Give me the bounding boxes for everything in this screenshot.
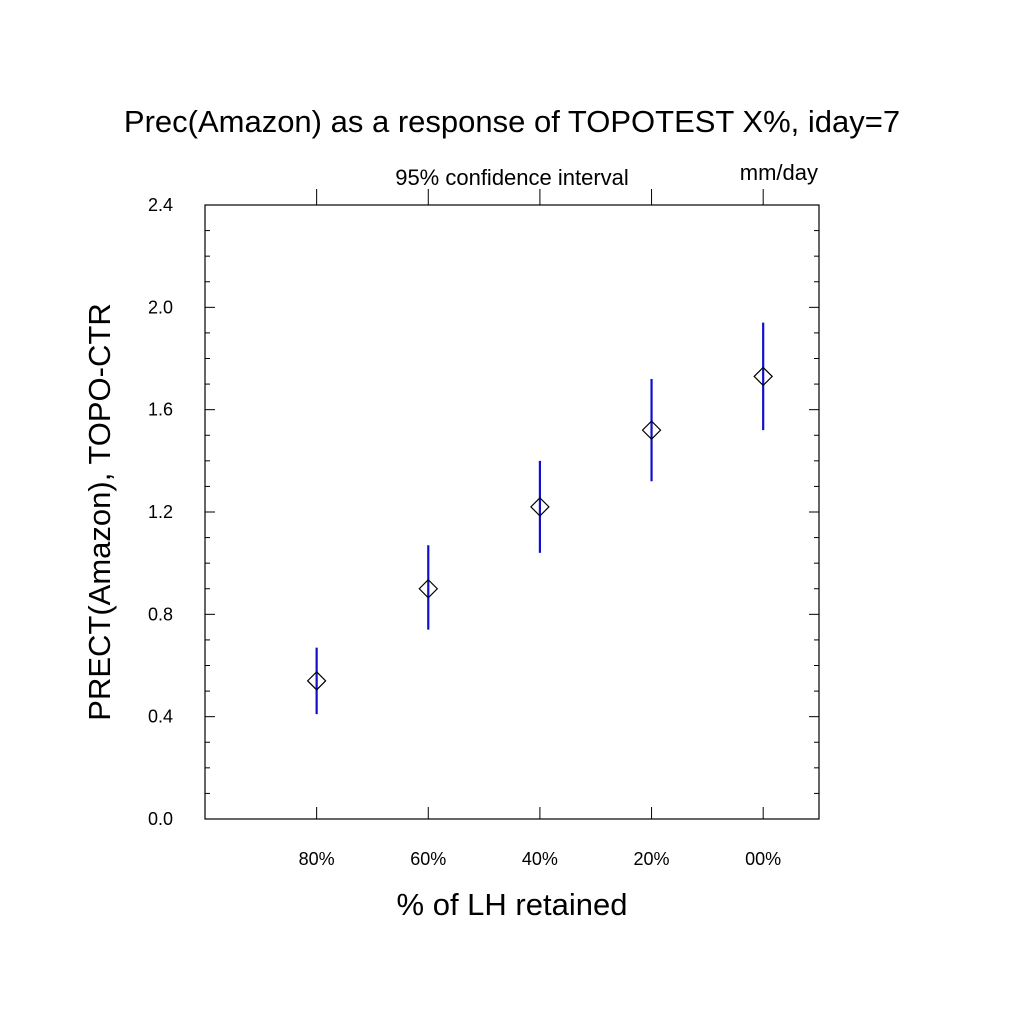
chart-title: Prec(Amazon) as a response of TOPOTEST X… [124, 104, 900, 139]
x-axis-label: % of LH retained [397, 887, 628, 922]
y-tick-label: 0.0 [148, 809, 173, 829]
x-tick-label: 60% [410, 849, 446, 869]
data-point-diamond [530, 497, 550, 517]
data-point-diamond [418, 578, 439, 599]
data-point-diamond [641, 420, 662, 440]
y-tick-label: 1.2 [148, 502, 173, 522]
data-marks [306, 322, 774, 715]
chart-subtitle-right: mm/day [740, 160, 818, 185]
x-tick-label: 40% [522, 849, 558, 869]
y-tick-label: 1.6 [148, 400, 173, 420]
chart-subtitle-center: 95% confidence interval [395, 165, 629, 190]
plot-frame [204, 204, 820, 820]
x-tick-label: 20% [634, 849, 670, 869]
axes: 0.0 0.4 0.8 1.2 1.6 2.0 2.4 80% 60% 40% 20% 00% [148, 189, 819, 869]
x-tick-label: 00% [745, 849, 781, 869]
y-tick-label: 0.4 [148, 707, 173, 727]
y-tick-label: 0.8 [148, 604, 173, 624]
data-point-diamond [753, 366, 774, 387]
y-tick-label: 2.4 [148, 195, 173, 215]
x-tick-label: 80% [299, 849, 335, 869]
y-tick-label: 2.0 [148, 297, 173, 317]
y-axis-label: PRECT(Amazon), TOPO-CTR [82, 303, 117, 720]
data-point-diamond [306, 671, 327, 691]
